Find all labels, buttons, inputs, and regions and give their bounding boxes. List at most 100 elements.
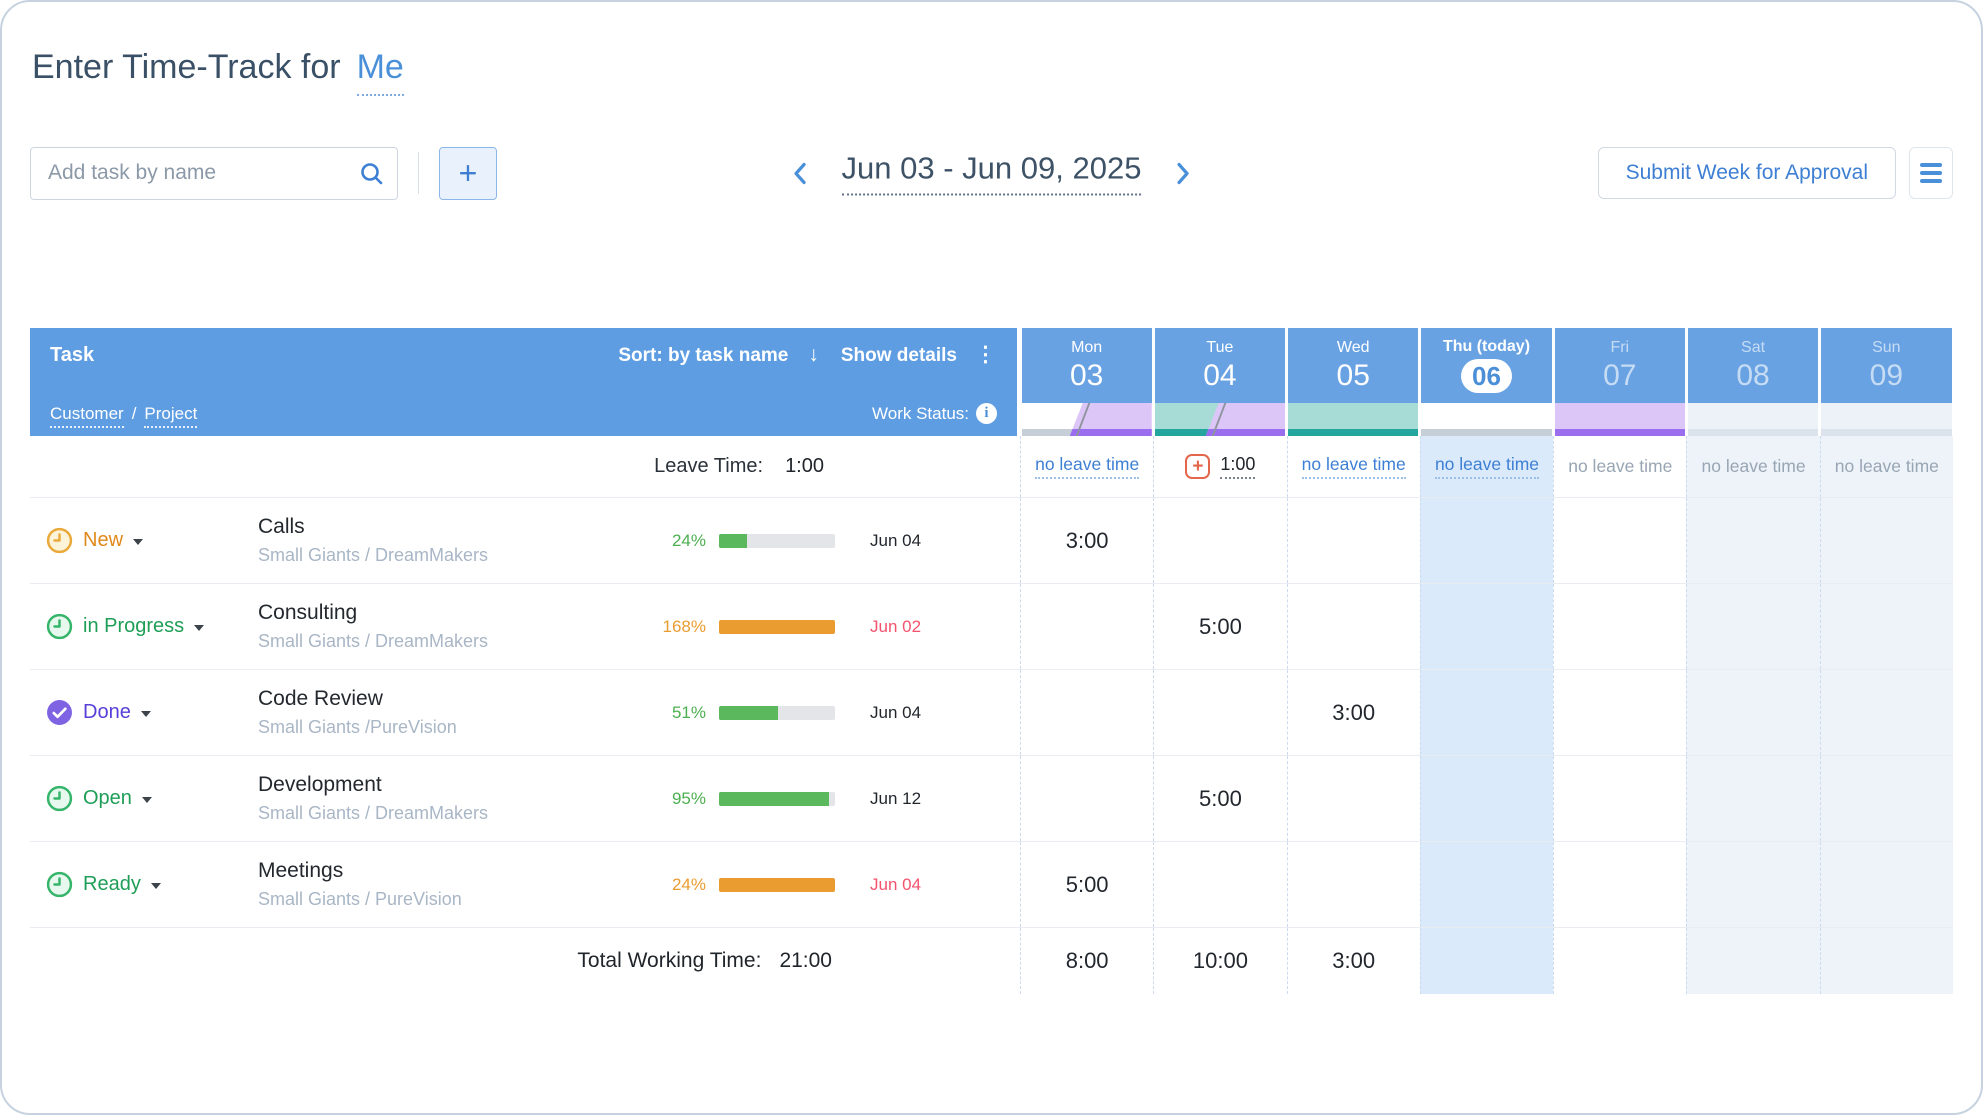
next-week-button[interactable] [1169,155,1197,191]
task-name: Code Review [258,687,383,710]
work-status-bar [1154,403,1286,436]
status-label[interactable]: Done [83,701,131,723]
time-cell[interactable] [1419,842,1554,927]
time-cell[interactable] [1153,842,1287,927]
time-cell[interactable] [1020,670,1154,755]
time-cell[interactable] [1419,498,1554,583]
time-cell[interactable] [1819,756,1953,841]
prev-week-button[interactable] [786,155,814,191]
timesheet-table: Task Sort: by task name ↓ Show details ⋮… [30,328,1953,994]
task-rows: New Calls Small Giants / DreamMakers 24% Jun… [30,498,1953,928]
time-cell[interactable] [1020,584,1154,669]
user-selector[interactable]: Me [356,48,404,96]
chevron-down-icon[interactable] [150,883,161,889]
week-range[interactable]: Jun 03 - Jun 09, 2025 [841,151,1142,196]
time-cell[interactable] [1553,842,1687,927]
work-status-bar [1687,403,1819,436]
leave-link[interactable]: 1:00 [1220,454,1256,479]
chevron-left-icon [793,162,806,184]
work-status-label: Work Status: [872,403,969,423]
status-dropdown[interactable]: Ready [30,871,258,898]
time-cell[interactable] [1286,842,1420,927]
chevron-down-icon[interactable] [140,711,151,717]
time-cell[interactable]: 5:00 [1153,584,1287,669]
total-cell [1686,928,1820,994]
show-details-button[interactable]: Show details [840,345,957,366]
work-status-bar [1288,403,1419,436]
clock-icon [46,871,73,898]
project-filter[interactable]: Project [144,404,198,428]
day-header: Mon 03 [1020,328,1153,436]
time-cell[interactable] [1686,584,1820,669]
time-cell[interactable] [1153,670,1287,755]
chevron-down-icon[interactable] [194,625,205,631]
customer-filter[interactable]: Customer [50,404,124,428]
leave-link[interactable]: no leave time [1035,454,1140,479]
time-cell[interactable] [1553,756,1687,841]
leave-text: no leave time [1701,456,1806,476]
time-cell[interactable] [1819,842,1953,927]
leave-link[interactable]: no leave time [1301,454,1406,479]
time-cell[interactable] [1686,498,1820,583]
task-row-left: Ready Meetings Small Giants / PureVision 24… [30,842,1020,927]
time-cell[interactable] [1419,756,1554,841]
time-cell[interactable] [1020,756,1154,841]
task-row-left: Open Development Small Giants / DreamMaker… [30,756,1020,841]
sort-direction-icon[interactable]: ↓ [808,343,819,366]
time-cell[interactable] [1286,756,1420,841]
status-label[interactable]: Open [83,787,132,809]
progress-bar [719,791,835,806]
task-progress: 168% Jun 02 [648,617,1020,637]
day-header: Thu (today) 06 [1420,328,1553,436]
task-path: Small Giants / DreamMakers [258,631,489,651]
time-cell[interactable]: 5:00 [1020,842,1154,927]
time-cell[interactable]: 3:00 [1286,670,1420,755]
task-progress: 51% Jun 04 [648,703,1020,723]
status-dropdown[interactable]: in Progress [30,613,258,640]
status-label[interactable]: in Progress [83,615,185,637]
time-cell[interactable] [1153,498,1287,583]
time-cell[interactable] [1819,584,1953,669]
time-cell[interactable] [1553,670,1687,755]
status-dropdown[interactable]: Open [30,785,258,812]
progress-percent: 95% [671,788,706,808]
time-cell[interactable] [1686,670,1820,755]
leave-link[interactable]: no leave time [1434,454,1540,479]
time-cell[interactable] [1553,584,1687,669]
time-cell[interactable]: 3:00 [1020,498,1154,583]
leave-text: no leave time [1834,456,1939,476]
search-box [30,146,398,200]
search-icon[interactable] [359,161,385,192]
add-task-button[interactable]: + [439,146,497,200]
time-cell[interactable] [1419,670,1554,755]
day-header-block: Tue 04 [1154,328,1286,403]
more-options-icon[interactable]: ⋮ [975,343,997,366]
menu-button[interactable] [1909,147,1953,199]
time-cell[interactable] [1686,756,1820,841]
status-label[interactable]: New [83,529,124,551]
submit-week-button[interactable]: Submit Week for Approval [1597,147,1896,199]
time-cell[interactable] [1286,498,1420,583]
task-progress: 24% Jun 04 [648,875,1020,895]
toolbar: + Jun 03 - Jun 09, 2025 Submit Week for … [30,146,1953,200]
search-input[interactable] [30,146,398,200]
status-dropdown[interactable]: Done [30,699,258,726]
status-dropdown[interactable]: New [30,527,258,554]
sort-control[interactable]: Sort: by task name [618,345,789,366]
time-cell[interactable]: 5:00 [1153,756,1287,841]
chevron-down-icon[interactable] [141,797,152,803]
time-cell[interactable] [1686,842,1820,927]
chevron-down-icon[interactable] [133,539,144,545]
time-cell[interactable] [1419,584,1554,669]
add-leave-icon[interactable]: + [1185,454,1211,479]
info-icon[interactable]: i [976,403,997,424]
due-date: Jun 04 [870,874,922,894]
time-cell[interactable] [1553,498,1687,583]
table-header-left: Task Sort: by task name ↓ Show details ⋮… [30,328,1017,436]
time-cell[interactable] [1819,670,1953,755]
time-cell[interactable] [1286,584,1420,669]
leave-time-label: Leave Time: [654,455,764,477]
day-number: 05 [1336,359,1370,392]
time-cell[interactable] [1819,498,1953,583]
status-label[interactable]: Ready [83,873,141,895]
